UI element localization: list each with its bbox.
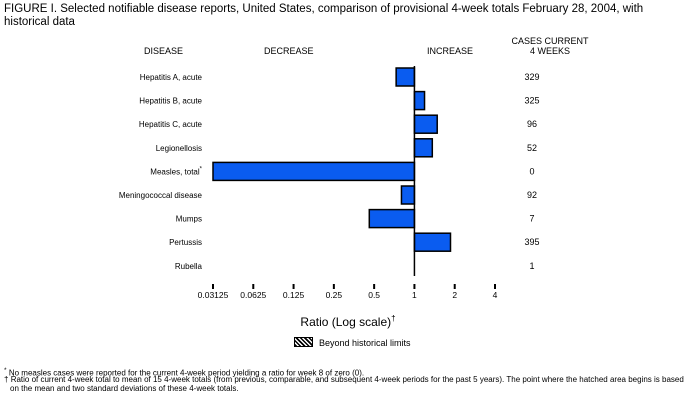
cases-value: 1 — [529, 261, 534, 271]
x-tick-label: 0.25 — [326, 290, 343, 300]
footnote-2: † Ratio of current 4-week total to mean … — [4, 375, 688, 393]
bar — [413, 114, 438, 134]
hatch-swatch-icon — [294, 337, 313, 347]
bar — [368, 208, 416, 229]
bar — [413, 90, 426, 111]
bar — [400, 185, 416, 205]
bar — [413, 232, 452, 252]
category-label: Pertussis — [169, 238, 202, 247]
cases-value: 325 — [524, 96, 539, 106]
footnote-text: No measles cases were reported for the c… — [8, 368, 365, 378]
category-label: Rubella — [175, 262, 203, 271]
x-tick-label: 1 — [412, 290, 417, 300]
x-axis-label-mark: † — [391, 314, 396, 323]
footnote-mark: † — [4, 375, 9, 384]
x-tick-label: 0.125 — [283, 290, 305, 300]
category-label: Measles, total* — [150, 166, 202, 176]
chart-title: FIGURE I. Selected notifiable disease re… — [4, 3, 644, 28]
cases-value: 96 — [527, 119, 537, 129]
x-axis-label: Ratio (Log scale)† — [0, 314, 688, 329]
x-tick-label: 4 — [493, 290, 498, 300]
header-decrease: DECREASE — [264, 46, 314, 56]
footnote-text: Ratio of current 4-week total to mean of… — [10, 375, 684, 393]
cases-value: 92 — [527, 190, 537, 200]
x-axis-label-text: Ratio (Log scale) — [300, 315, 392, 329]
cases-value: 329 — [524, 72, 539, 82]
x-tick-label: 0.03125 — [198, 290, 229, 300]
footnote-1: * No measles cases were reported for the… — [4, 366, 364, 378]
bar — [413, 138, 434, 158]
x-tick-label: 0.5 — [368, 290, 380, 300]
cases-value: 52 — [527, 143, 537, 153]
legend-label: Beyond historical limits — [319, 338, 411, 348]
category-label: Hepatitis B, acute — [139, 97, 202, 106]
category-label: Mumps — [176, 215, 202, 224]
category-label: Meningococcal disease — [119, 191, 203, 200]
legend: Beyond historical limits — [294, 337, 411, 348]
x-tick-label: 0.0625 — [240, 290, 266, 300]
category-mark: * — [200, 166, 203, 172]
cases-value: 0 — [529, 166, 534, 176]
header-cases: CASES CURRENT — [511, 36, 589, 46]
header-cases-2: 4 WEEKS — [529, 46, 570, 56]
category-label: Legionellosis — [156, 144, 202, 153]
footnote-mark: * — [4, 367, 7, 374]
header-disease: DISEASE — [144, 46, 184, 56]
bar — [212, 161, 416, 182]
cases-value: 7 — [529, 214, 534, 224]
cases-value: 395 — [524, 237, 539, 247]
category-label: Hepatitis A, acute — [140, 73, 203, 82]
category-label: Hepatitis C, acute — [139, 120, 203, 129]
header-increase: INCREASE — [427, 46, 474, 56]
x-tick-label: 2 — [452, 290, 457, 300]
bar — [395, 67, 416, 87]
